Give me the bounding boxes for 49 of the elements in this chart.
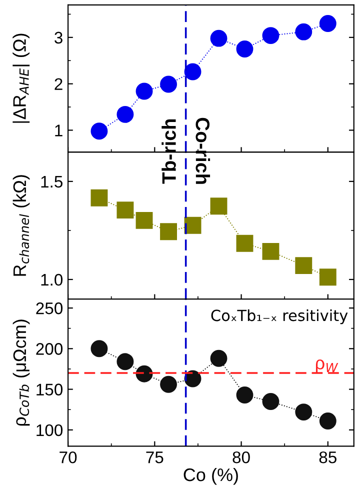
y-axis-title: ρ$_{CoTb}$ (μΩcm) bbox=[12, 320, 30, 426]
point bbox=[210, 198, 228, 215]
y-tick-label: 2 bbox=[54, 78, 62, 90]
y-tick-label: 200 bbox=[36, 343, 63, 355]
point bbox=[160, 376, 177, 393]
x-tick-label: 70 bbox=[60, 451, 77, 464]
point bbox=[236, 386, 254, 404]
point bbox=[236, 234, 254, 252]
point bbox=[262, 242, 280, 260]
y-tick-label: 1.0 bbox=[41, 274, 63, 286]
x-axis-title: Co (%) bbox=[184, 468, 238, 485]
point bbox=[262, 393, 280, 410]
point bbox=[319, 268, 336, 286]
x-tick-label: 80 bbox=[232, 451, 250, 464]
point bbox=[136, 82, 153, 100]
point bbox=[319, 15, 336, 32]
point bbox=[90, 122, 108, 140]
point bbox=[136, 212, 153, 229]
y-tick-label: 1.5 bbox=[41, 176, 62, 188]
point bbox=[184, 216, 202, 234]
y-tick-label: 250 bbox=[36, 302, 63, 314]
point bbox=[160, 76, 177, 93]
point bbox=[319, 412, 336, 430]
y-tick-label: 150 bbox=[36, 384, 63, 396]
point bbox=[90, 340, 108, 358]
point bbox=[90, 189, 108, 206]
y-axis-title: |ΔR$_{AHE}$| (Ω) bbox=[12, 34, 30, 123]
point bbox=[295, 404, 312, 421]
y-tick-label: 3 bbox=[54, 32, 62, 44]
x-tick-label: 75 bbox=[146, 452, 164, 464]
annotation: CoₓTb₁₋ₓ resitivity bbox=[211, 309, 348, 324]
point bbox=[116, 353, 134, 370]
y-tick-label: 100 bbox=[36, 424, 63, 436]
y-tick-label: 1 bbox=[55, 124, 62, 136]
point bbox=[210, 30, 228, 47]
point bbox=[295, 23, 312, 40]
annotation: Tb-rich bbox=[162, 119, 176, 184]
annotation: Co-rich bbox=[196, 118, 210, 184]
point bbox=[184, 63, 202, 80]
point bbox=[116, 202, 134, 219]
point bbox=[236, 40, 254, 58]
ref-line-label: ρ$_{W}$ bbox=[316, 359, 338, 373]
x-tick-label: 85 bbox=[319, 451, 336, 464]
y-axis-title: R$_{channel}$ (kΩ) bbox=[12, 175, 30, 276]
point bbox=[210, 350, 228, 367]
point bbox=[295, 257, 312, 274]
point bbox=[160, 223, 177, 240]
point bbox=[116, 106, 134, 123]
point bbox=[262, 27, 280, 44]
